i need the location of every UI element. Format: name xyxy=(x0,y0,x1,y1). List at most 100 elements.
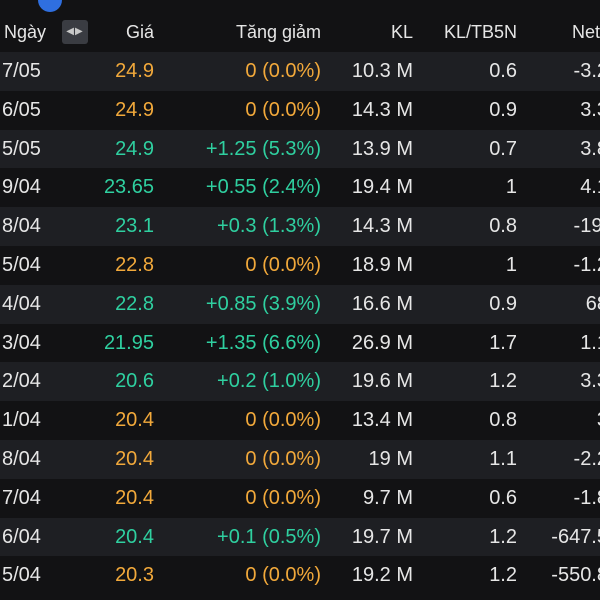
row-change: +0.3 (1.3%) xyxy=(217,215,321,238)
row-net: -19. xyxy=(573,215,600,238)
table-row[interactable]: 5/04 22.8 0 (0.0%) 18.9 M 1 -1.2 xyxy=(0,246,600,285)
top-scroll-track xyxy=(0,0,600,12)
table-row[interactable]: 7/04 20.4 0 (0.0%) 9.7 M 0.6 -1.8 xyxy=(0,479,600,518)
row-volume: 19 M xyxy=(368,447,413,470)
row-net: 3.8 xyxy=(580,137,600,160)
row-change: +1.25 (5.3%) xyxy=(205,137,321,160)
table-row[interactable]: 7/05 24.9 0 (0.0%) 10.3 M 0.6 -3.2 xyxy=(0,52,600,91)
row-date: 5/04 xyxy=(2,253,41,276)
header-date[interactable]: Ngày xyxy=(4,22,47,42)
row-date: 7/04 xyxy=(2,486,41,509)
row-change: +0.1 (0.5%) xyxy=(217,525,321,548)
row-date: 8/04 xyxy=(2,447,41,470)
header-net[interactable]: Net xyxy=(571,22,600,42)
row-volume: 13.4 M xyxy=(351,409,413,432)
row-net: -550.8 xyxy=(551,564,600,587)
row-volume-ratio: 0.7 xyxy=(489,137,517,160)
row-volume: 19.6 M xyxy=(351,370,413,393)
row-volume: 16.6 M xyxy=(351,292,413,315)
row-price: 20.3 xyxy=(115,564,154,587)
row-change: 0 (0.0%) xyxy=(245,564,321,587)
row-change: 0 (0.0%) xyxy=(245,447,321,470)
row-date: 5/05 xyxy=(2,137,41,160)
row-date: 6/05 xyxy=(2,98,41,121)
table-row[interactable]: 3/04 21.95 +1.35 (6.6%) 26.9 M 1.7 1.1 xyxy=(0,324,600,363)
row-date: 2/04 xyxy=(2,370,41,393)
table-row[interactable]: 4/04 22.8 +0.85 (3.9%) 16.6 M 0.9 68 xyxy=(0,284,600,324)
row-price: 23.1 xyxy=(115,215,154,238)
row-price: 21.95 xyxy=(103,331,154,354)
row-net: 68 xyxy=(585,292,600,315)
row-change: +0.55 (2.4%) xyxy=(205,176,321,199)
row-net: 3.3 xyxy=(580,370,600,393)
row-change: +0.85 (3.9%) xyxy=(205,292,321,315)
table-row[interactable]: 1/04 20.4 0 (0.0%) 13.4 M 0.8 3 xyxy=(0,401,600,440)
row-price: 20.4 xyxy=(115,525,154,548)
row-volume-ratio: 0.6 xyxy=(489,486,517,509)
row-date: 7/05 xyxy=(2,60,41,82)
row-price: 20.4 xyxy=(115,447,154,470)
row-date: 9/04 xyxy=(2,176,41,199)
row-volume-ratio: 0.8 xyxy=(489,409,517,432)
row-net: -647.5 xyxy=(551,525,600,548)
table-row[interactable]: 6/04 20.4 +0.1 (0.5%) 19.7 M 1.2 -647.5 xyxy=(0,517,600,557)
header-price[interactable]: Giá xyxy=(125,22,154,42)
row-volume: 18.9 M xyxy=(351,253,413,276)
row-date: 3/04 xyxy=(2,331,41,354)
row-date: 5/04 xyxy=(2,564,41,587)
row-net: -1.8 xyxy=(573,486,600,509)
header-volume-ratio[interactable]: KL/TB5N xyxy=(443,22,517,42)
row-volume: 19.2 M xyxy=(351,564,413,587)
row-price: 24.9 xyxy=(115,137,154,160)
row-volume-ratio: 1.2 xyxy=(489,370,517,393)
row-net: 4.1 xyxy=(580,176,600,199)
scroll-knob[interactable] xyxy=(38,0,62,12)
row-date: 8/04 xyxy=(2,215,41,238)
header-change[interactable]: Tăng giảm xyxy=(235,22,321,42)
row-change: +0.2 (1.0%) xyxy=(217,370,321,393)
row-net: -2.2 xyxy=(573,447,600,470)
row-change: +1.35 (6.6%) xyxy=(205,331,321,354)
row-price: 24.9 xyxy=(115,98,154,121)
table-row[interactable]: 8/04 20.4 0 (0.0%) 19 M 1.1 -2.2 xyxy=(0,439,600,479)
row-volume: 9.7 M xyxy=(362,486,413,509)
row-price: 20.4 xyxy=(115,486,154,509)
row-volume: 14.3 M xyxy=(351,215,413,238)
row-volume-ratio: 1.2 xyxy=(489,564,517,587)
row-volume-ratio: 1.7 xyxy=(489,331,517,354)
table-row[interactable]: 5/04 20.3 0 (0.0%) 19.2 M 1.2 -550.8 xyxy=(0,556,600,595)
row-net: 3.3 xyxy=(580,98,600,121)
row-volume: 10.3 M xyxy=(351,60,413,82)
row-change: 0 (0.0%) xyxy=(245,486,321,509)
row-date: 1/04 xyxy=(2,409,41,432)
row-volume-ratio: 0.6 xyxy=(489,60,517,82)
table-row[interactable]: 6/05 24.9 0 (0.0%) 14.3 M 0.9 3.3 xyxy=(0,91,600,130)
row-volume-ratio: 0.9 xyxy=(489,98,517,121)
table-row[interactable]: 8/04 23.1 +0.3 (1.3%) 14.3 M 0.8 -19. xyxy=(0,207,600,246)
table-row[interactable]: 2/04 20.6 +0.2 (1.0%) 19.6 M 1.2 3.3 xyxy=(0,362,600,402)
header-volume[interactable]: KL xyxy=(390,22,413,42)
row-volume: 19.4 M xyxy=(351,176,413,199)
row-volume-ratio: 1.2 xyxy=(489,525,517,548)
row-price: 22.8 xyxy=(115,292,154,315)
row-price: 20.4 xyxy=(115,409,154,432)
row-volume: 19.7 M xyxy=(351,525,413,548)
row-volume-ratio: 0.9 xyxy=(489,292,517,315)
row-price: 22.8 xyxy=(115,253,154,276)
row-price: 20.6 xyxy=(115,370,154,393)
row-net: -1.2 xyxy=(573,253,600,276)
table-row[interactable]: 5/05 24.9 +1.25 (5.3%) 13.9 M 0.7 3.8 xyxy=(0,129,600,169)
row-change: 0 (0.0%) xyxy=(245,98,321,121)
row-date: 4/04 xyxy=(2,292,41,315)
row-date: 6/04 xyxy=(2,525,41,548)
row-net: 3 xyxy=(597,401,600,440)
row-price: 23.65 xyxy=(103,176,154,199)
price-history-table: 7/05 24.9 0 (0.0%) 10.3 M 0.6 -3.2 6/05 24.9 0 (… xyxy=(0,52,600,595)
row-volume-ratio: 0.8 xyxy=(489,215,517,238)
row-net: -3.2 xyxy=(573,60,600,82)
column-scroll-arrows-icon[interactable]: ◀▶ xyxy=(62,20,88,44)
row-net: 1.1 xyxy=(580,331,600,354)
row-volume-ratio: 1.1 xyxy=(489,447,517,470)
table-row[interactable]: 9/04 23.65 +0.55 (2.4%) 19.4 M 1 4.1 xyxy=(0,168,600,207)
row-change: 0 (0.0%) xyxy=(245,60,321,82)
